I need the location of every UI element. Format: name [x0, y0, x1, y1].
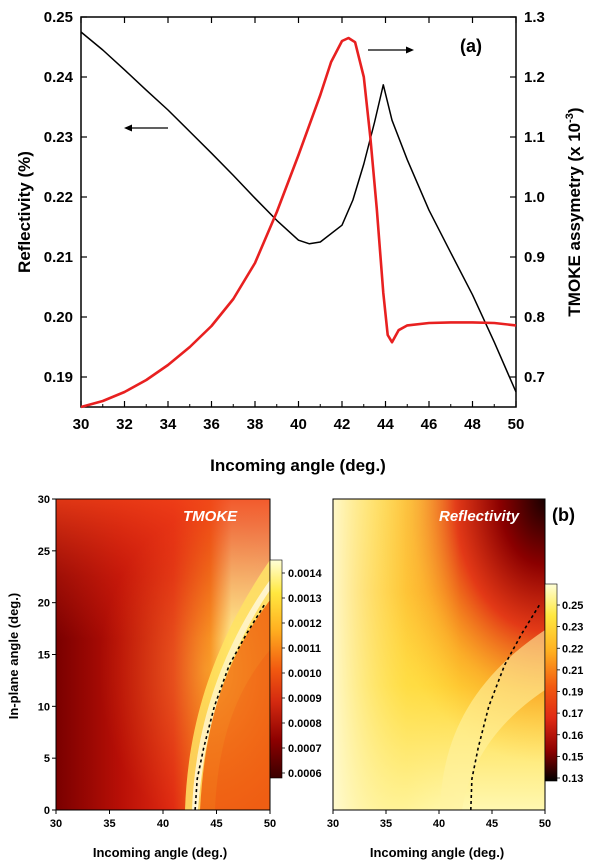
x-tick-label: 50	[264, 818, 276, 830]
x-tick-label: 45	[210, 818, 222, 830]
x-tick-label: 40	[290, 416, 307, 433]
y-tick-label: 20	[38, 598, 50, 610]
y2-tick-label: 0.8	[524, 309, 545, 326]
y2-axis-label-close: )	[565, 107, 584, 113]
boundary-curve-reflectivity	[470, 602, 542, 811]
colorbar-tick-label: 0.0014	[288, 568, 323, 580]
arrow-left-icon	[124, 124, 168, 132]
colorbar-tick-label: 0.23	[562, 622, 583, 634]
colorbar-tick-label: 0.0006	[288, 768, 322, 780]
x-axis-label-tmoke: Incoming angle (deg.)	[93, 845, 227, 860]
y-axis-label-a: Reflectivity (%)	[15, 151, 34, 273]
colorbar-tick-label: 0.13	[562, 773, 583, 785]
panel-label-a: (a)	[460, 36, 482, 56]
x-tick-label: 35	[103, 818, 115, 830]
y2-axis-label-exponent: -3	[564, 113, 576, 123]
y2-tick-label: 1.3	[524, 9, 545, 26]
line-chart-panel-a: 30 32 34 36 38 40 42 44 46 48 50 0.19 0.20 0.21 0.22 0.…	[15, 9, 584, 475]
panel-label-b: (b)	[552, 505, 575, 525]
colorbar-ticks-reflectivity: 0.25 0.23 0.22 0.21 0.19 0.17 0.16 0.15 0.13	[557, 600, 583, 785]
x-tick-label: 35	[380, 818, 392, 830]
x-tick-label: 50	[539, 818, 551, 830]
svg-text:TMOKE assymetry (x 10-3): TMOKE assymetry (x 10-3)	[564, 107, 584, 316]
y-tick-label: 0.21	[44, 249, 73, 266]
x-tick-label: 30	[50, 818, 62, 830]
x-tick-label: 42	[334, 416, 351, 433]
colorbar-tick-label: 0.0010	[288, 668, 322, 680]
x-tick-label: 46	[421, 416, 438, 433]
y-tick-label: 10	[38, 701, 50, 713]
x-tick-label: 40	[433, 818, 445, 830]
y2-tick-label: 0.7	[524, 369, 545, 386]
axis-ticks-tmoke: 30 35 40 45 50 0 5 10 15 20 25 30	[38, 494, 276, 830]
y2-tick-label: 0.9	[524, 249, 545, 266]
series-group-a	[80, 31, 517, 409]
x-tick-label: 32	[116, 416, 133, 433]
colorbar-reflectivity	[544, 583, 558, 782]
heatmap-reflectivity-image	[333, 499, 545, 810]
colorbar-tick-label: 0.0009	[288, 693, 322, 705]
x-axis-label-reflectivity: Incoming angle (deg.)	[370, 845, 504, 860]
colorbar-tick-label: 0.21	[562, 665, 583, 677]
heatmap-tmoke-image	[56, 499, 270, 810]
x-tick-label: 44	[377, 416, 394, 433]
x-tick-label: 38	[247, 416, 264, 433]
series-line-reflectivity	[80, 31, 517, 393]
y-tick-label: 0.24	[44, 69, 74, 86]
y-axis-label-tmoke: In-plane angle (deg.)	[6, 593, 21, 719]
heatmap-title-reflectivity: Reflectivity	[439, 508, 520, 525]
x-tick-label: 48	[464, 416, 481, 433]
axis-ticks-a: 30 32 34 36 38 40 42 44 46 48 50 0.19 0.20 0.21 0.22 0.…	[44, 9, 545, 433]
y2-axis-label-a: TMOKE assymetry (x 10-3)	[564, 107, 584, 316]
y-tick-label: 25	[38, 546, 50, 558]
y-tick-label: 30	[38, 494, 50, 506]
plot-frame-a	[80, 16, 517, 408]
series-line-tmoke	[80, 36, 517, 409]
boundary-curve-tmoke	[194, 602, 267, 811]
heatmap-title-tmoke: TMOKE	[183, 508, 238, 525]
colorbar-tick-label: 0.0008	[288, 718, 322, 730]
colorbar-tick-label: 0.0013	[288, 593, 322, 605]
colorbar-tick-label: 0.15	[562, 751, 583, 763]
arrow-right-icon	[368, 46, 414, 54]
x-axis-label-a: Incoming angle (deg.)	[210, 456, 386, 475]
colorbar-tmoke	[269, 559, 283, 779]
x-tick-label: 45	[486, 818, 498, 830]
y-tick-label: 0.23	[44, 129, 73, 146]
x-tick-label: 50	[508, 416, 525, 433]
colorbar-tick-label: 0.22	[562, 643, 583, 655]
y2-axis-label-main: TMOKE assymetry (x 10	[565, 123, 584, 317]
y-tick-label: 0.25	[44, 9, 73, 26]
x-tick-label: 40	[157, 818, 169, 830]
x-tick-label: 30	[327, 818, 339, 830]
y-tick-label: 0.20	[44, 309, 73, 326]
colorbar-tick-label: 0.0007	[288, 743, 322, 755]
heatmap-reflectivity: Reflectivity (b) 30 35 40 45 50 0.25 0.23 0.22…	[327, 498, 583, 860]
axis-ticks-reflectivity: 30 35 40 45 50	[327, 810, 551, 830]
colorbar-tick-label: 0.0012	[288, 618, 322, 630]
colorbar-tick-label: 0.0011	[288, 643, 321, 655]
y-tick-label: 15	[38, 650, 50, 662]
y2-tick-label: 1.0	[524, 189, 545, 206]
x-tick-label: 34	[160, 416, 177, 433]
colorbar-tick-label: 0.25	[562, 600, 583, 612]
y-tick-label: 0.19	[44, 369, 73, 386]
colorbar-tick-label: 0.17	[562, 708, 583, 720]
y-tick-label: 0.22	[44, 189, 73, 206]
colorbar-ticks-tmoke: 0.0006 0.0007 0.0008 0.0009 0.0010 0.0011 0.00…	[282, 568, 323, 780]
y-tick-label: 5	[44, 753, 50, 765]
y2-tick-label: 1.2	[524, 69, 545, 86]
colorbar-tick-label: 0.16	[562, 730, 583, 742]
y-tick-label: 0	[44, 805, 50, 817]
colorbar-tick-label: 0.19	[562, 687, 583, 699]
x-tick-label: 36	[203, 416, 220, 433]
y2-tick-label: 1.1	[524, 129, 545, 146]
x-tick-label: 30	[73, 416, 90, 433]
